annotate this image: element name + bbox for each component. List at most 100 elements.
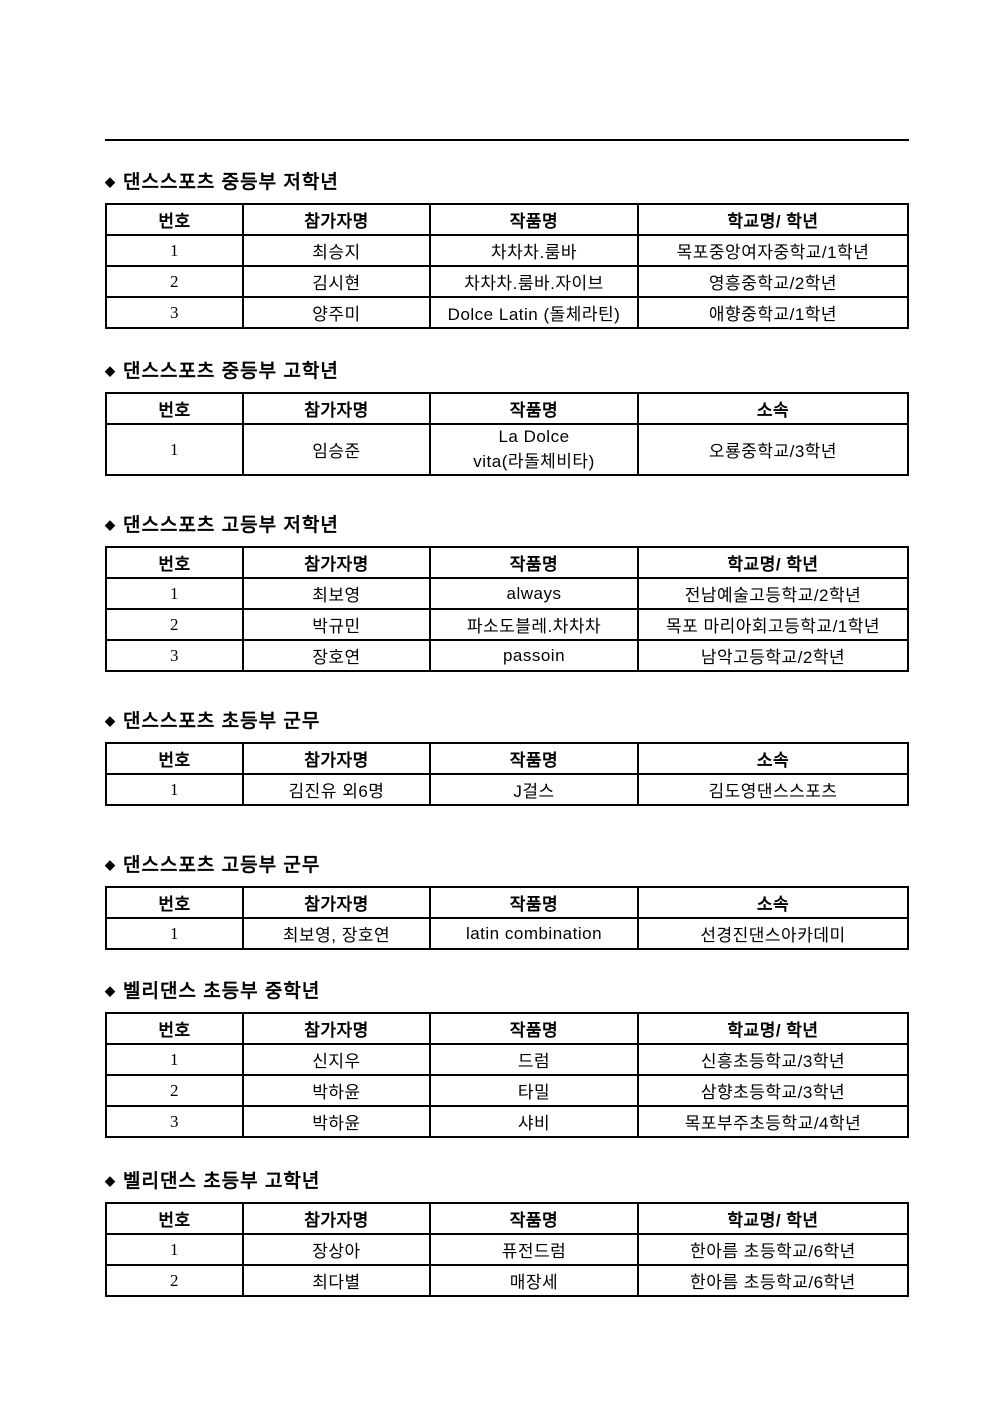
table-row: 1 최승지 차차차.룸바 목포중앙여자중학교/1학년 <box>105 234 909 267</box>
participants-table: 번호 참가자명 작품명 소속 1 임승준 La Dolce vita(라돌체비타… <box>105 392 909 476</box>
header-row: 번호 참가자명 작품명 학교명/ 학년 <box>105 1202 909 1235</box>
section-title-text: 댄스스포츠 중등부 고학년 <box>123 361 339 382</box>
participant-cell: 박하윤 <box>242 1105 431 1138</box>
column-header-participant: 참가자명 <box>242 546 431 579</box>
number-cell: 2 <box>105 1074 244 1107</box>
participant-cell: 임승준 <box>242 423 431 476</box>
work-cell: 퓨전드럼 <box>429 1233 639 1266</box>
section-title: ◆ 댄스스포츠 고등부 군무 <box>105 854 909 877</box>
number-cell: 3 <box>105 639 244 672</box>
table-row: 1 최보영 always 전남예술고등학교/2학년 <box>105 577 909 610</box>
table-row: 2 김시현 차차차.룸바.자이브 영흥중학교/2학년 <box>105 265 909 298</box>
affiliation-cell: 남악고등학교/2학년 <box>637 639 909 672</box>
participant-cell: 최보영 <box>242 577 431 610</box>
header-row: 번호 참가자명 작품명 학교명/ 학년 <box>105 546 909 579</box>
number-cell: 1 <box>105 1043 244 1076</box>
section-title: ◆ 벨리댄스 초등부 고학년 <box>105 1170 909 1193</box>
column-header-work: 작품명 <box>429 546 639 579</box>
table-row: 1 장상아 퓨전드럼 한아름 초등학교/6학년 <box>105 1233 909 1266</box>
column-header-participant: 참가자명 <box>242 203 431 236</box>
affiliation-cell: 삼향초등학교/3학년 <box>637 1074 909 1107</box>
section-dancesport-middleschool-lower: ◆ 댄스스포츠 중등부 저학년 번호 참가자명 작품명 학교명/ 학년 1 최승지… <box>105 171 909 329</box>
column-header-participant: 참가자명 <box>242 742 431 775</box>
column-header-work: 작품명 <box>429 742 639 775</box>
column-header-work: 작품명 <box>429 1012 639 1045</box>
section-dancesport-highschool-group: ◆ 댄스스포츠 고등부 군무 번호 참가자명 작품명 소속 1 최보영, 장호연 … <box>105 854 909 950</box>
header-row: 번호 참가자명 작품명 소속 <box>105 886 909 919</box>
work-cell: 타밀 <box>429 1074 639 1107</box>
affiliation-cell: 영흥중학교/2학년 <box>637 265 909 298</box>
number-cell: 3 <box>105 296 244 329</box>
participant-cell: 신지우 <box>242 1043 431 1076</box>
participant-cell: 김시현 <box>242 265 431 298</box>
column-header-work: 작품명 <box>429 886 639 919</box>
column-header-number: 번호 <box>105 1202 244 1235</box>
participants-table: 번호 참가자명 작품명 학교명/ 학년 1 신지우 드럼 신흥초등학교/3학년 … <box>105 1012 909 1138</box>
header-row: 번호 참가자명 작품명 소속 <box>105 392 909 425</box>
participants-table: 번호 참가자명 작품명 소속 1 최보영, 장호연 latin combinat… <box>105 886 909 950</box>
table-row: 3 장호연 passoin 남악고등학교/2학년 <box>105 639 909 672</box>
participant-cell: 최보영, 장호연 <box>242 917 431 950</box>
affiliation-cell: 목포 마리아회고등학교/1학년 <box>637 608 909 641</box>
column-header-work: 작품명 <box>429 1202 639 1235</box>
header-row: 번호 참가자명 작품명 소속 <box>105 742 909 775</box>
work-cell: Dolce Latin (돌체라틴) <box>429 296 639 329</box>
document-page-content: ◆ 댄스스포츠 중등부 저학년 번호 참가자명 작품명 학교명/ 학년 1 최승지… <box>105 139 909 1297</box>
participant-cell: 최승지 <box>242 234 431 267</box>
section-dancesport-middleschool-upper: ◆ 댄스스포츠 중등부 고학년 번호 참가자명 작품명 소속 1 임승준 La D… <box>105 360 909 476</box>
section-title-text: 댄스스포츠 중등부 저학년 <box>123 172 339 193</box>
section-title-text: 댄스스포츠 고등부 군무 <box>123 855 321 876</box>
participants-table: 번호 참가자명 작품명 학교명/ 학년 1 최보영 always 전남예술고등학… <box>105 546 909 672</box>
column-header-number: 번호 <box>105 886 244 919</box>
participants-table: 번호 참가자명 작품명 소속 1 김진유 외6명 J걸스 김도영댄스스포츠 <box>105 742 909 806</box>
column-header-number: 번호 <box>105 203 244 236</box>
column-header-number: 번호 <box>105 1012 244 1045</box>
participants-table: 번호 참가자명 작품명 학교명/ 학년 1 최승지 차차차.룸바 목포중앙여자중… <box>105 203 909 329</box>
diamond-bullet-icon: ◆ <box>105 174 115 189</box>
work-cell: 파소도블레.차차차 <box>429 608 639 641</box>
table-row: 1 최보영, 장호연 latin combination 선경진댄스아카데미 <box>105 917 909 950</box>
column-header-participant: 참가자명 <box>242 392 431 425</box>
section-title: ◆ 벨리댄스 초등부 중학년 <box>105 980 909 1003</box>
diamond-bullet-icon: ◆ <box>105 363 115 378</box>
column-header-participant: 참가자명 <box>242 1202 431 1235</box>
participant-cell: 양주미 <box>242 296 431 329</box>
table-row: 2 최다별 매장세 한아름 초등학교/6학년 <box>105 1264 909 1297</box>
header-row: 번호 참가자명 작품명 학교명/ 학년 <box>105 1012 909 1045</box>
work-cell: La Dolce vita(라돌체비타) <box>429 423 639 476</box>
table-row: 3 양주미 Dolce Latin (돌체라틴) 애향중학교/1학년 <box>105 296 909 329</box>
number-cell: 1 <box>105 577 244 610</box>
section-bellydance-elementary-middle: ◆ 벨리댄스 초등부 중학년 번호 참가자명 작품명 학교명/ 학년 1 신지우 … <box>105 980 909 1138</box>
work-cell: 드럼 <box>429 1043 639 1076</box>
column-header-affiliation: 소속 <box>637 742 909 775</box>
column-header-affiliation: 소속 <box>637 392 909 425</box>
work-cell: J걸스 <box>429 773 639 806</box>
affiliation-cell: 애향중학교/1학년 <box>637 296 909 329</box>
work-cell: passoin <box>429 639 639 672</box>
participant-cell: 김진유 외6명 <box>242 773 431 806</box>
diamond-bullet-icon: ◆ <box>105 857 115 872</box>
column-header-work: 작품명 <box>429 203 639 236</box>
affiliation-cell: 김도영댄스스포츠 <box>637 773 909 806</box>
work-cell: 차차차.룸바.자이브 <box>429 265 639 298</box>
work-cell: 매장세 <box>429 1264 639 1297</box>
affiliation-cell: 신흥초등학교/3학년 <box>637 1043 909 1076</box>
table-row: 1 신지우 드럼 신흥초등학교/3학년 <box>105 1043 909 1076</box>
number-cell: 2 <box>105 1264 244 1297</box>
section-title: ◆ 댄스스포츠 고등부 저학년 <box>105 514 909 537</box>
table-row: 2 박규민 파소도블레.차차차 목포 마리아회고등학교/1학년 <box>105 608 909 641</box>
column-header-work: 작품명 <box>429 392 639 425</box>
horizontal-rule <box>105 139 909 141</box>
column-header-number: 번호 <box>105 742 244 775</box>
column-header-affiliation: 학교명/ 학년 <box>637 546 909 579</box>
diamond-bullet-icon: ◆ <box>105 517 115 532</box>
affiliation-cell: 한아름 초등학교/6학년 <box>637 1264 909 1297</box>
number-cell: 1 <box>105 423 244 476</box>
section-title-text: 댄스스포츠 고등부 저학년 <box>123 515 339 536</box>
section-title-text: 댄스스포츠 초등부 군무 <box>123 711 321 732</box>
section-title: ◆ 댄스스포츠 초등부 군무 <box>105 710 909 733</box>
number-cell: 1 <box>105 917 244 950</box>
participant-cell: 장상아 <box>242 1233 431 1266</box>
section-title: ◆ 댄스스포츠 중등부 저학년 <box>105 171 909 194</box>
number-cell: 2 <box>105 265 244 298</box>
